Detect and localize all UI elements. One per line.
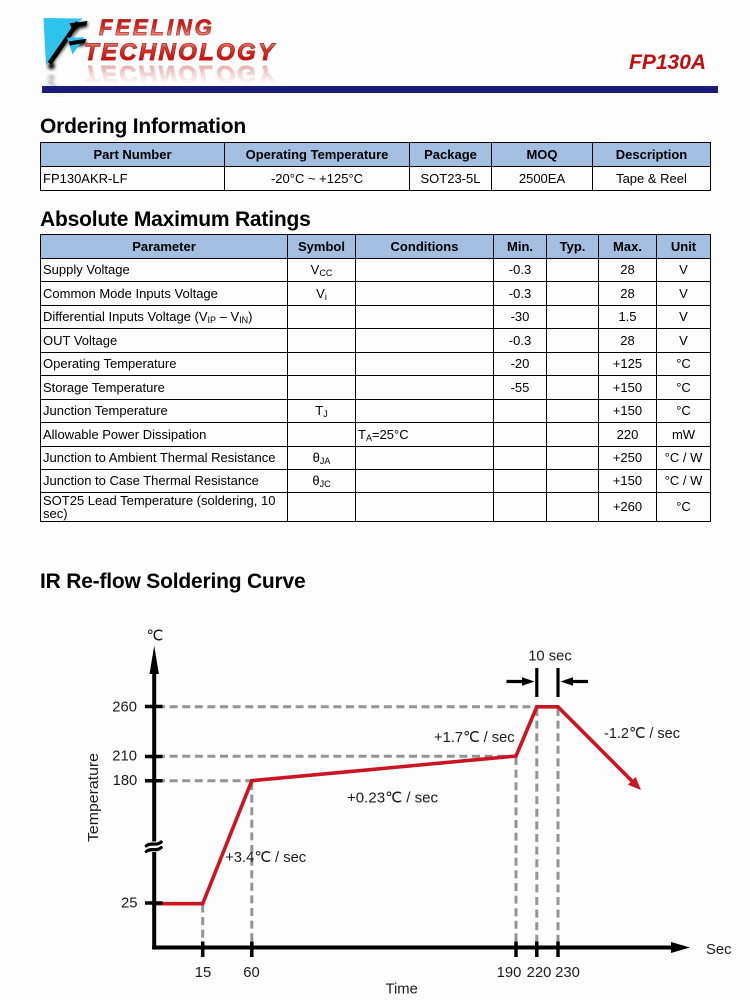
svg-text:10 sec: 10 sec bbox=[528, 649, 572, 665]
svg-text:25: 25 bbox=[121, 896, 137, 912]
svg-text:+3.4℃ / sec: +3.4℃ / sec bbox=[225, 850, 307, 866]
svg-text:℃: ℃ bbox=[147, 628, 164, 645]
svg-text:220: 220 bbox=[527, 965, 552, 981]
svg-text:+1.7℃ / sec: +1.7℃ / sec bbox=[434, 730, 515, 746]
svg-text:Temperature: Temperature bbox=[85, 753, 102, 842]
svg-text:230: 230 bbox=[555, 965, 580, 981]
svg-text:+0.23℃ / sec: +0.23℃ / sec bbox=[347, 791, 439, 807]
svg-text:-1.2℃ / sec: -1.2℃ / sec bbox=[604, 726, 681, 742]
svg-text:15: 15 bbox=[195, 965, 211, 981]
svg-text:Time: Time bbox=[386, 982, 418, 998]
svg-text:180: 180 bbox=[113, 773, 138, 789]
svg-text:190: 190 bbox=[497, 965, 522, 981]
svg-text:260: 260 bbox=[112, 700, 137, 716]
svg-text:60: 60 bbox=[243, 965, 259, 981]
svg-text:Sec: Sec bbox=[706, 942, 732, 958]
svg-text:210: 210 bbox=[112, 749, 137, 765]
